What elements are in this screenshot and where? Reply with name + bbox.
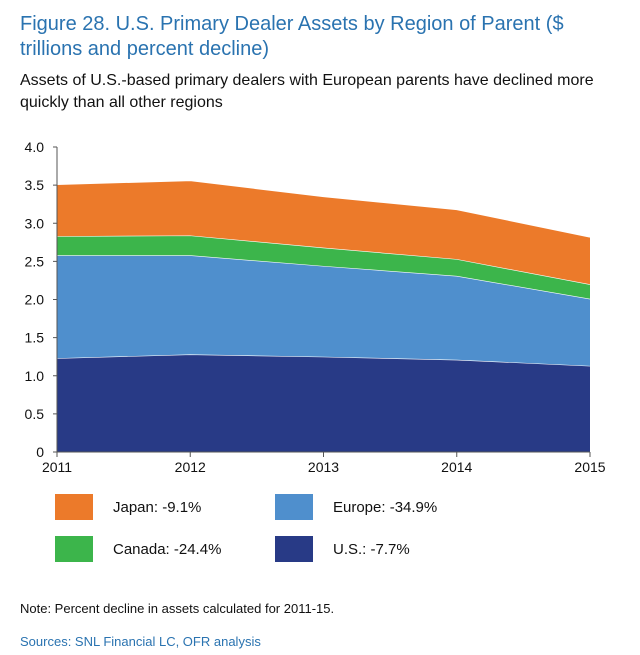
legend-item-us: U.S.: -7.7% — [275, 536, 410, 562]
area-japan — [57, 180, 590, 285]
x-tick-label: 2015 — [574, 459, 605, 475]
x-tick-label: 2011 — [42, 459, 72, 475]
y-tick-label: 0 — [36, 444, 44, 460]
area-edge-japan — [56, 179, 591, 238]
y-tick-label: 2.5 — [25, 253, 45, 269]
stacked-area-chart: 00.51.01.52.02.53.03.54.0 2011 2012 2013 20… — [25, 139, 606, 475]
legend-label-europe: Europe: -34.9% — [333, 498, 438, 516]
y-axis: 0 0.5 1.0 1.5 2.0 2.5 3.0 3.5 4.0 — [25, 139, 58, 460]
chart-note: Note: Percent decline in assets calculat… — [20, 601, 335, 616]
figure-title: Figure 28. U.S. Primary Dealer Assets by… — [20, 13, 564, 60]
x-axis: 2011 2012 2013 2014 2015 — [42, 451, 606, 475]
chart-sources: Sources: SNL Financial LC, OFR analysis — [20, 634, 261, 649]
y-tick-label: 0.5 — [25, 406, 45, 422]
figure-subtitle: Assets of U.S.-based primary dealers wit… — [20, 72, 594, 111]
legend-swatch-us — [275, 536, 313, 562]
area-layer — [56, 179, 591, 452]
legend-label-canada: Canada: -24.4% — [113, 540, 222, 558]
area-europe — [57, 255, 590, 366]
area-canada — [57, 235, 590, 299]
legend-item-japan: Japan: -9.1% — [55, 494, 201, 520]
y-tick-label: 1.5 — [25, 330, 45, 346]
area-us — [57, 354, 590, 452]
legend-swatch-europe — [275, 494, 313, 520]
legend-label-us: U.S.: -7.7% — [333, 540, 410, 558]
y-tick-label: 3.5 — [25, 177, 45, 193]
y-tick-label: 1.0 — [25, 368, 45, 384]
legend-swatch-japan — [55, 494, 93, 520]
x-tick-label: 2013 — [308, 459, 339, 475]
y-tick-label: 3.0 — [25, 215, 45, 231]
x-tick-label: 2012 — [175, 459, 206, 475]
legend-label-japan: Japan: -9.1% — [113, 498, 202, 516]
y-tick-label: 4.0 — [25, 139, 45, 155]
x-tick-label: 2014 — [441, 459, 472, 475]
y-tick-label: 2.0 — [25, 292, 45, 308]
legend-item-canada: Canada: -24.4% — [55, 536, 221, 562]
legend-swatch-canada — [55, 536, 93, 562]
legend-item-europe: Europe: -34.9% — [275, 494, 437, 520]
